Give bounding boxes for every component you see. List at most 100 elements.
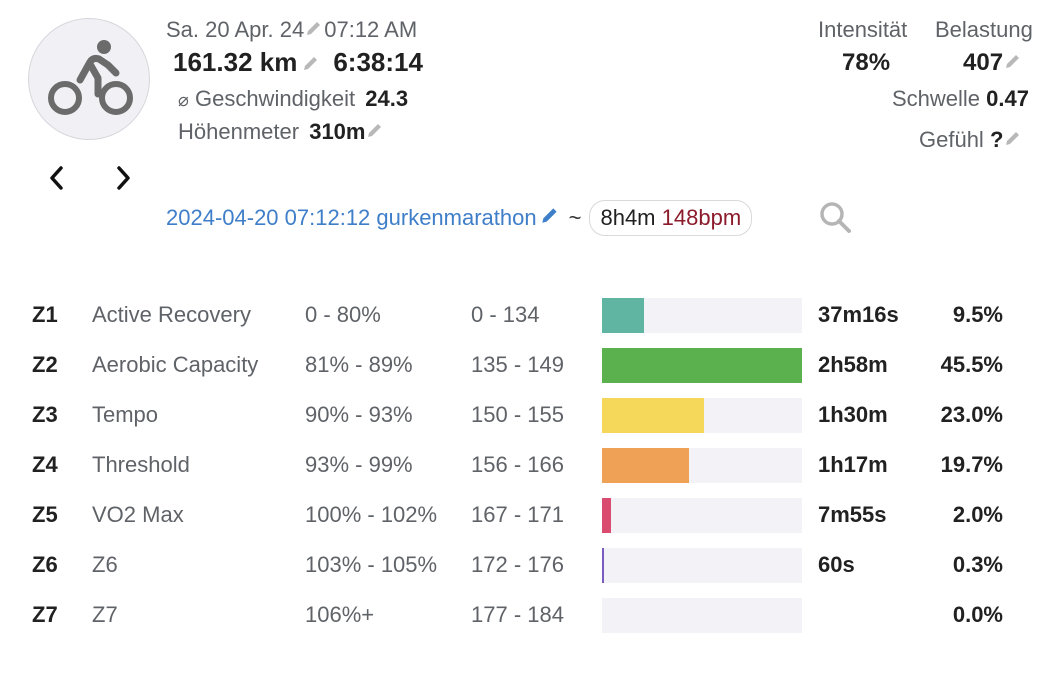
- distance-value: 161.32 km: [173, 47, 298, 77]
- zone-name: Active Recovery: [92, 302, 251, 327]
- edit-feel-button[interactable]: [1003, 128, 1023, 154]
- zone-percent: 19.7%: [940, 452, 1003, 477]
- zone-bar-fill: [602, 348, 802, 383]
- zone-row: Z2 Aerobic Capacity 81% - 89% 135 - 149 2h58…: [0, 340, 1052, 390]
- pencil-icon: [304, 56, 318, 70]
- zone-percent-range: 90% - 93%: [305, 402, 413, 427]
- zone-time: 60s: [818, 552, 855, 577]
- intensity-value: 78%: [842, 49, 891, 76]
- zone-bpm-range: 167 - 171: [471, 502, 564, 527]
- zone-time: 37m16s: [818, 302, 899, 327]
- zone-time: 7m55s: [818, 502, 887, 527]
- zone-bpm-range: 177 - 184: [471, 602, 564, 627]
- load-value: 407: [963, 49, 1004, 76]
- zone-percent-range: 103% - 105%: [305, 552, 438, 577]
- activity-time: 07:12 AM: [324, 17, 418, 42]
- zone-percent-range: 81% - 89%: [305, 352, 413, 377]
- speed-row: ⌀ Geschwindigkeit 24.3: [178, 86, 408, 112]
- threshold-row: Schwelle 0.47: [892, 86, 1029, 112]
- previous-button[interactable]: [44, 164, 70, 192]
- zone-time: 1h17m: [818, 452, 888, 477]
- chevron-left-icon: [50, 166, 63, 190]
- speed-symbol: ⌀: [178, 90, 189, 110]
- zone-name: Threshold: [92, 452, 190, 477]
- next-button[interactable]: [110, 164, 136, 192]
- activity-date: Sa. 20 Apr. 24: [166, 17, 305, 42]
- feel-label: Gefühl: [919, 127, 984, 152]
- zone-name: Tempo: [92, 402, 159, 427]
- zone-bar-fill: [602, 448, 689, 483]
- zone-name: Z7: [92, 602, 118, 627]
- heart-rate-pill[interactable]: 8h4m 148bpm: [589, 200, 753, 236]
- zone-percent-range: 0 - 80%: [305, 302, 381, 327]
- activity-title-link[interactable]: 2024-04-20 07:12:12 gurkenmarathon: [166, 205, 537, 230]
- edit-load-button[interactable]: [1003, 50, 1023, 78]
- pencil-icon: [368, 124, 382, 138]
- zone-percent: 0.3%: [952, 552, 1003, 577]
- zone-bpm-range: 172 - 176: [471, 552, 564, 577]
- zone-bpm-range: 135 - 149: [471, 352, 564, 377]
- zone-name: Z6: [92, 552, 118, 577]
- activity-avatar: [28, 18, 150, 140]
- zone-id: Z3: [32, 402, 58, 427]
- zone-id: Z5: [32, 502, 58, 527]
- zone-id: Z6: [32, 552, 58, 577]
- zone-row: Z5 VO2 Max 100% - 102% 167 - 171 7m55s 2.0%: [0, 490, 1052, 540]
- edit-date-button[interactable]: [304, 18, 324, 44]
- zone-time: 1h30m: [818, 402, 888, 427]
- threshold-value: 0.47: [986, 86, 1029, 111]
- zone-bar-fill: [602, 498, 611, 533]
- zone-id: Z4: [32, 452, 58, 477]
- zone-bar-fill: [602, 548, 604, 583]
- zone-row: Z6 Z6 103% - 105% 172 - 176 60s 0.3%: [0, 540, 1052, 590]
- load-value-row: 407: [963, 49, 1023, 78]
- zone-bpm-range: 156 - 166: [471, 452, 564, 477]
- zone-id: Z7: [32, 602, 58, 627]
- pencil-icon: [1006, 54, 1020, 68]
- zone-bar-fill: [602, 298, 644, 333]
- zone-percent: 9.5%: [952, 302, 1003, 327]
- elevation-label: Höhenmeter: [178, 119, 300, 144]
- feel-value: ?: [989, 127, 1004, 152]
- zone-bpm-range: 150 - 155: [471, 402, 564, 427]
- zone-bar-track: [602, 548, 802, 583]
- zone-time: 2h58m: [818, 352, 888, 377]
- zone-bar-track: [602, 348, 802, 383]
- elevation-value: 310m: [309, 119, 366, 144]
- zone-bar-track: [602, 448, 802, 483]
- edit-elevation-button[interactable]: [365, 120, 385, 146]
- pencil-icon: [541, 208, 557, 223]
- activity-datetime: Sa. 20 Apr. 24 07:12 AM: [166, 17, 417, 44]
- zone-percent-range: 106%+: [305, 602, 375, 627]
- edit-title-button[interactable]: [539, 204, 561, 232]
- hr-bpm: 148bpm: [661, 205, 742, 230]
- zone-row: Z1 Active Recovery 0 - 80% 0 - 134 37m16s 9.5…: [0, 290, 1052, 340]
- zone-id: Z2: [32, 352, 58, 377]
- speed-value: 24.3: [365, 86, 409, 111]
- distance-duration: 161.32 km 6:38:14: [173, 47, 423, 80]
- zone-percent: 23.0%: [940, 402, 1003, 427]
- zone-bar-track: [602, 498, 802, 533]
- zone-percent-range: 100% - 102%: [305, 502, 438, 527]
- zone-row: Z3 Tempo 90% - 93% 150 - 155 1h30m 23.0%: [0, 390, 1052, 440]
- pencil-icon: [1006, 132, 1020, 146]
- bicycle-icon: [48, 40, 133, 115]
- zone-bpm-range: 0 - 134: [471, 302, 540, 327]
- zone-bar-track: [602, 398, 802, 433]
- activity-link-row: 2024-04-20 07:12:12 gurkenmarathon ~ 8h4…: [166, 200, 753, 236]
- speed-label: Geschwindigkeit: [194, 86, 356, 111]
- edit-distance-button[interactable]: [301, 49, 321, 80]
- search-button[interactable]: [818, 200, 854, 234]
- zone-id: Z1: [32, 302, 58, 327]
- load-label: Belastung: [935, 17, 1033, 42]
- zone-bar-track: [602, 298, 802, 333]
- zone-bar-track: [602, 598, 802, 633]
- zone-name: VO2 Max: [92, 502, 184, 527]
- zone-row: Z4 Threshold 93% - 99% 156 - 166 1h17m 19.7%: [0, 440, 1052, 490]
- zone-name: Aerobic Capacity: [92, 352, 259, 377]
- zone-percent: 0.0%: [952, 602, 1003, 627]
- zone-percent: 2.0%: [952, 502, 1003, 527]
- pencil-icon: [307, 22, 321, 36]
- tilde-separator: ~: [568, 205, 582, 230]
- zone-percent-range: 93% - 99%: [305, 452, 413, 477]
